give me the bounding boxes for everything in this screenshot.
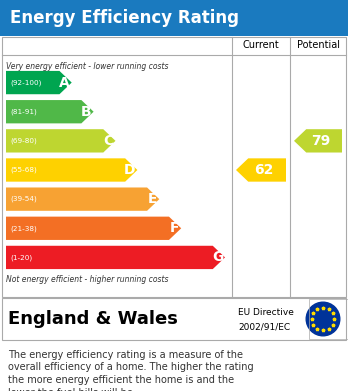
Text: lower the fuel bills will be.: lower the fuel bills will be.: [8, 387, 136, 391]
Text: The energy efficiency rating is a measure of the: The energy efficiency rating is a measur…: [8, 350, 243, 360]
Text: (39-54): (39-54): [10, 196, 37, 203]
Polygon shape: [236, 158, 286, 182]
Polygon shape: [6, 129, 116, 152]
Text: F: F: [170, 221, 179, 235]
Text: (55-68): (55-68): [10, 167, 37, 173]
Text: 62: 62: [254, 163, 273, 177]
Polygon shape: [6, 71, 72, 94]
Circle shape: [306, 302, 340, 336]
Text: (1-20): (1-20): [10, 254, 32, 261]
Text: A: A: [59, 75, 70, 90]
Text: E: E: [148, 192, 157, 206]
Text: Potential: Potential: [296, 41, 340, 50]
Text: G: G: [212, 250, 223, 264]
Text: Not energy efficient - higher running costs: Not energy efficient - higher running co…: [6, 275, 168, 284]
Polygon shape: [294, 129, 342, 152]
Text: 2002/91/EC: 2002/91/EC: [238, 322, 290, 331]
Bar: [2, 298, 346, 340]
Text: C: C: [103, 134, 114, 148]
Bar: [309, 299, 348, 339]
Text: (69-80): (69-80): [10, 138, 37, 144]
Text: Current: Current: [243, 41, 279, 50]
Text: Very energy efficient - lower running costs: Very energy efficient - lower running co…: [6, 62, 168, 71]
Polygon shape: [6, 217, 181, 240]
Text: 79: 79: [311, 134, 330, 148]
Polygon shape: [6, 188, 159, 211]
Text: Energy Efficiency Rating: Energy Efficiency Rating: [10, 9, 239, 27]
Bar: [0, 0, 348, 36]
Text: B: B: [81, 105, 92, 119]
Text: (81-91): (81-91): [10, 108, 37, 115]
Text: the more energy efficient the home is and the: the more energy efficient the home is an…: [8, 375, 234, 385]
Polygon shape: [6, 246, 225, 269]
Text: England & Wales: England & Wales: [8, 310, 178, 328]
Polygon shape: [6, 100, 94, 124]
Text: EU Directive: EU Directive: [238, 308, 294, 317]
Text: overall efficiency of a home. The higher the rating: overall efficiency of a home. The higher…: [8, 362, 254, 373]
Text: (21-38): (21-38): [10, 225, 37, 231]
Polygon shape: [6, 158, 137, 182]
Bar: [2, 37, 346, 297]
Text: (92-100): (92-100): [10, 79, 41, 86]
Text: D: D: [124, 163, 136, 177]
